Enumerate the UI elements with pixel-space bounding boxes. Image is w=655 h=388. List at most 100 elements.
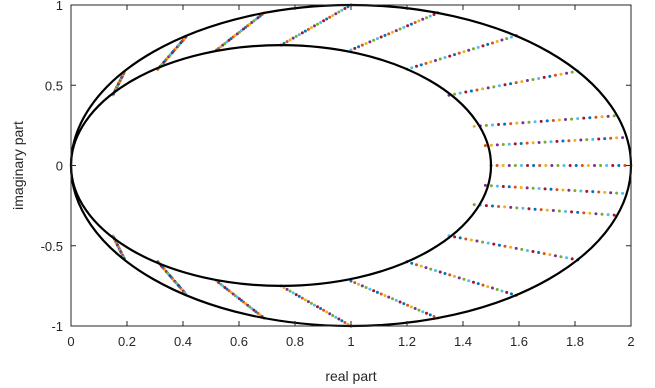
data-point <box>379 292 383 296</box>
data-point <box>368 287 372 291</box>
data-point <box>438 270 442 274</box>
data-point <box>548 74 552 78</box>
data-point <box>252 308 256 312</box>
data-point <box>500 38 504 42</box>
data-point <box>544 164 548 167</box>
data-point <box>322 19 326 23</box>
data-point <box>343 321 347 325</box>
data-point <box>472 124 476 128</box>
data-point <box>410 66 414 70</box>
data-point <box>600 115 604 119</box>
data-point <box>559 255 563 259</box>
data-point <box>398 27 402 31</box>
data-point <box>500 289 504 293</box>
x-axis-ticks: 0 0.2 0.4 0.6 0.8 1 1.2 1.4 1.6 1.8 2 <box>67 5 635 349</box>
data-point <box>383 294 387 298</box>
data-point <box>481 240 485 244</box>
data-point <box>609 191 613 195</box>
data-point <box>561 139 565 143</box>
data-point <box>424 61 428 65</box>
data-point <box>503 205 507 209</box>
data-point <box>573 138 577 142</box>
data-point <box>548 253 552 257</box>
data-point <box>464 237 468 241</box>
data-point <box>497 84 501 88</box>
data-point <box>588 211 592 215</box>
data-point <box>481 283 485 287</box>
data-point <box>605 164 609 167</box>
data-point <box>483 144 487 148</box>
data-point <box>297 294 301 298</box>
data-point <box>221 284 225 288</box>
data-point <box>413 306 417 310</box>
data-point <box>242 27 245 31</box>
data-point <box>419 264 423 268</box>
data-point <box>592 164 596 167</box>
data-point <box>229 37 233 41</box>
data-point <box>231 35 235 39</box>
data-point <box>331 13 335 17</box>
data-point <box>537 187 541 191</box>
data-point <box>526 164 530 167</box>
data-point <box>564 118 567 122</box>
data-point <box>458 236 462 240</box>
data-point <box>588 116 592 120</box>
data-point <box>615 191 619 195</box>
data-point <box>525 79 529 83</box>
data-point <box>513 142 517 146</box>
data-point <box>364 286 368 290</box>
data-point <box>514 246 518 250</box>
data-point <box>573 189 577 193</box>
data-point <box>231 292 235 296</box>
data-point <box>223 41 227 45</box>
data-point <box>495 143 499 147</box>
data-point <box>250 306 254 310</box>
data-point <box>229 290 233 294</box>
data-point <box>312 303 316 307</box>
data-point <box>387 295 391 299</box>
data-point <box>340 319 344 323</box>
data-point <box>490 123 494 127</box>
data-point <box>246 303 250 307</box>
data-point <box>543 187 547 191</box>
data-point <box>617 164 621 167</box>
data-point <box>319 20 323 24</box>
data-point <box>561 188 565 192</box>
y-axis-label: imaginary part <box>10 121 26 210</box>
data-point <box>537 251 541 255</box>
data-point <box>300 296 304 300</box>
data-point <box>239 298 243 302</box>
y-axis-ticks: -1 -0.5 0 0.5 1 <box>41 0 631 334</box>
data-point <box>406 24 410 28</box>
data-point <box>570 210 574 214</box>
data-point <box>576 117 580 121</box>
data-point <box>557 118 561 122</box>
data-point <box>217 281 221 285</box>
data-point <box>443 56 447 60</box>
data-point <box>438 57 442 61</box>
data-point <box>533 207 537 211</box>
data-point <box>481 44 485 48</box>
data-point <box>525 141 529 145</box>
data-point <box>600 212 604 216</box>
data-point <box>391 297 395 301</box>
data-point <box>464 90 468 94</box>
x-tick-label: 0 <box>67 334 74 349</box>
data-point <box>235 295 239 299</box>
data-point <box>424 16 428 20</box>
data-point <box>520 247 524 251</box>
data-point <box>495 39 499 43</box>
data-point <box>505 37 509 41</box>
data-point <box>507 164 511 167</box>
data-point <box>565 256 569 260</box>
data-point <box>219 45 223 49</box>
data-point <box>462 50 466 54</box>
data-point <box>322 308 326 312</box>
data-point <box>246 24 250 28</box>
data-point <box>242 300 245 304</box>
data-point <box>582 211 586 215</box>
data-point <box>300 31 304 35</box>
data-point <box>495 288 499 292</box>
data-point <box>415 263 418 267</box>
data-point <box>453 92 457 96</box>
